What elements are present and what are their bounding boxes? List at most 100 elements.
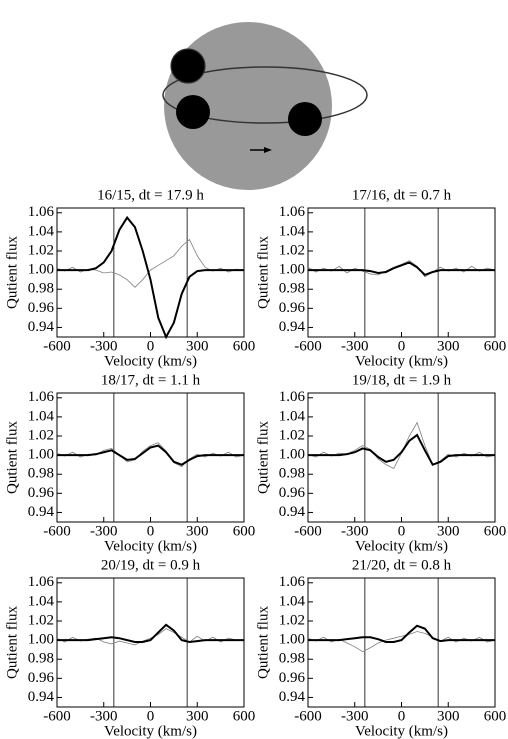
x-tick-label: 600 [484, 338, 507, 354]
x-tick-label: -600 [294, 523, 322, 539]
y-tick-label: 1.02 [28, 242, 54, 258]
y-tick-label: 0.98 [279, 281, 305, 297]
y-tick-label: 0.94 [28, 319, 55, 335]
panel-title: 18/17, dt = 1.1 h [101, 372, 201, 388]
x-axis-label: Velocity (km/s) [355, 353, 448, 369]
y-tick-label: 1.06 [279, 574, 306, 590]
y-tick-label: 1.00 [279, 632, 305, 648]
x-axis-label: Velocity (km/s) [104, 538, 197, 554]
y-tick-label: 0.94 [28, 504, 55, 520]
spot-outline [170, 48, 206, 84]
series-line [57, 215, 244, 340]
x-tick-label: 300 [437, 338, 460, 354]
plot-frame [56, 392, 245, 523]
x-tick-label: 300 [437, 523, 460, 539]
panel: 21/20, dt = 0.8 h 0.94 0.96 0.98 1.00 1.02 1.0… [255, 557, 506, 739]
orbit [162, 66, 368, 124]
series-line [56, 628, 244, 646]
y-tick-label: 0.94 [279, 319, 306, 335]
x-tick-label: 0 [398, 338, 406, 354]
y-tick-label: 0.98 [279, 651, 305, 667]
x-axis-label: Velocity (km/s) [355, 723, 448, 739]
y-tick-label: 1.02 [28, 427, 54, 443]
panel-title: 21/20, dt = 0.8 h [352, 557, 452, 573]
plot-frame [307, 577, 496, 708]
y-tick-label: 1.04 [279, 223, 306, 239]
y-tick-label: 0.98 [28, 651, 54, 667]
y-tick-label: 0.94 [28, 689, 55, 705]
plot-frame [56, 577, 245, 708]
x-tick-label: -600 [43, 338, 71, 354]
x-tick-label: 300 [186, 708, 209, 724]
x-tick-label: -600 [43, 708, 71, 724]
x-tick-label: -300 [90, 708, 118, 724]
y-tick-label: 1.00 [279, 447, 305, 463]
y-tick-label: 1.00 [28, 262, 54, 278]
x-tick-label: -600 [43, 523, 71, 539]
y-tick-label: 0.96 [28, 485, 55, 501]
x-tick-label: 0 [147, 523, 155, 539]
x-tick-label: 600 [233, 523, 256, 539]
y-tick-label: 1.04 [279, 408, 306, 424]
series-line [307, 631, 496, 653]
plot-frame [307, 392, 496, 523]
x-tick-label: -300 [90, 523, 118, 539]
series-line [307, 421, 496, 470]
spot [171, 49, 205, 83]
y-tick-label: 0.98 [28, 281, 54, 297]
y-tick-label: 1.02 [279, 427, 305, 443]
y-tick-label: 0.96 [28, 300, 55, 316]
panel: 20/19, dt = 0.9 h 0.94 0.96 0.98 1.00 1.02 1.0… [4, 557, 255, 739]
x-tick-label: 600 [484, 523, 507, 539]
x-tick-label: 600 [233, 708, 256, 724]
y-tick-label: 1.06 [28, 204, 55, 220]
y-axis-label: Qutient flux [255, 421, 271, 494]
plot-frame [56, 207, 245, 338]
x-tick-label: -600 [294, 708, 322, 724]
series-line [308, 624, 495, 644]
panel: 18/17, dt = 1.1 h 0.94 0.96 0.98 1.00 1.02 1.0… [4, 372, 255, 554]
x-axis-label: Velocity (km/s) [355, 538, 448, 554]
y-tick-label: 0.98 [279, 466, 305, 482]
y-axis-label: Qutient flux [255, 606, 271, 679]
y-axis-label: Qutient flux [255, 236, 271, 309]
y-axis-label: Qutient flux [4, 421, 20, 494]
y-tick-label: 1.04 [28, 593, 55, 609]
panel-title: 20/19, dt = 0.9 h [101, 557, 201, 573]
x-axis-label: Velocity (km/s) [104, 723, 197, 739]
x-tick-label: 0 [147, 338, 155, 354]
panel-title: 17/16, dt = 0.7 h [352, 187, 452, 203]
y-tick-label: 1.02 [279, 612, 305, 628]
x-tick-label: 600 [233, 338, 256, 354]
x-tick-label: 0 [398, 708, 406, 724]
y-axis-label: Qutient flux [4, 236, 20, 309]
x-tick-label: -300 [341, 338, 369, 354]
y-tick-label: 1.04 [279, 593, 306, 609]
y-tick-label: 1.00 [279, 262, 305, 278]
x-axis-label: Velocity (km/s) [104, 353, 197, 369]
series-line [308, 261, 495, 277]
x-tick-label: -300 [341, 523, 369, 539]
y-tick-label: 0.94 [279, 689, 306, 705]
series-line [308, 433, 495, 466]
y-tick-label: 0.96 [279, 485, 306, 501]
panel-title: 16/15, dt = 17.9 h [97, 187, 204, 203]
star-diagram [162, 22, 368, 190]
panel: 17/16, dt = 0.7 h 0.94 0.96 0.98 1.00 1.02 1.0… [255, 187, 506, 369]
panel: 16/15, dt = 17.9 h 0.94 0.96 0.98 1.00 1.02 1.… [4, 187, 255, 369]
y-tick-label: 1.00 [28, 447, 54, 463]
y-axis-label: Qutient flux [4, 606, 20, 679]
x-tick-label: 300 [437, 708, 460, 724]
y-tick-label: 0.96 [28, 670, 55, 686]
y-tick-label: 1.00 [28, 632, 54, 648]
spot [176, 95, 210, 129]
x-tick-label: -300 [341, 708, 369, 724]
y-tick-label: 0.96 [279, 670, 306, 686]
y-tick-label: 1.04 [28, 408, 55, 424]
x-tick-label: 0 [398, 523, 406, 539]
x-tick-label: -600 [294, 338, 322, 354]
x-tick-label: 600 [484, 708, 507, 724]
x-tick-label: 300 [186, 338, 209, 354]
panel-title: 19/18, dt = 1.9 h [352, 372, 452, 388]
